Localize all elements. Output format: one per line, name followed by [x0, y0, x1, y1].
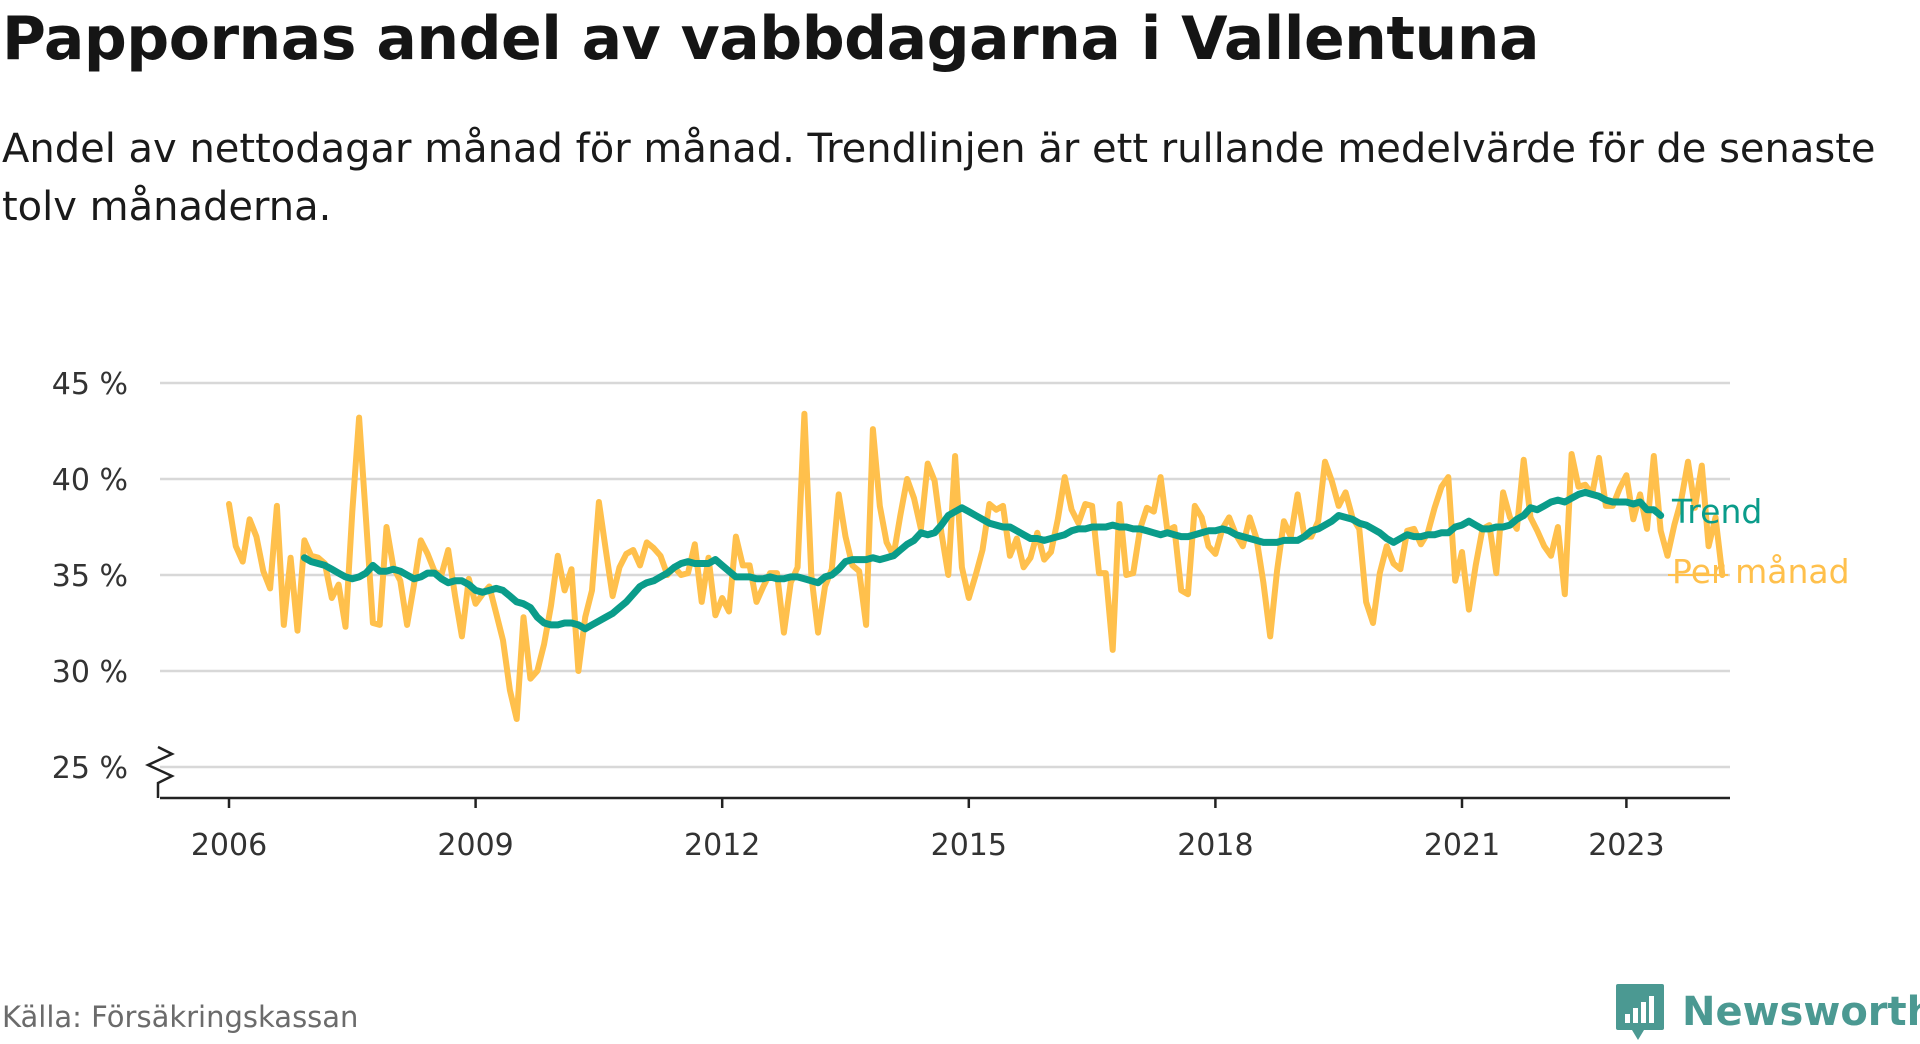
trend-series-line	[300, 488, 1665, 633]
x-tick-label-2006: 2006	[191, 828, 267, 863]
x-tick-label-2012: 2012	[684, 828, 760, 863]
x-tick-label-2021: 2021	[1424, 828, 1500, 863]
series-lines	[226, 410, 1726, 722]
y-tick-label-30: 30 %	[52, 655, 128, 690]
y-tick-label-25: 25 %	[52, 751, 128, 786]
x-tick-label-2015: 2015	[931, 828, 1007, 863]
brand-logo[interactable]: Newsworthy	[1614, 980, 1920, 1044]
label-per-manad: Per månad	[1672, 552, 1850, 591]
x-tick-label-2018: 2018	[1177, 828, 1253, 863]
series-labels: Trend Per månad	[1668, 492, 1850, 591]
y-tick-label-35: 35 %	[52, 559, 128, 594]
axes: 25 % 30 % 35 % 40 % 45 % 2006 2009 2012 2015 2018…	[52, 367, 1730, 863]
newsworthy-logo-icon	[1616, 984, 1664, 1040]
y-tick-label-40: 40 %	[52, 463, 128, 498]
y-axis-break-icon	[144, 745, 175, 798]
label-trend: Trend	[1671, 492, 1762, 531]
chart-title: Pappornas andel av vabbdagarna i Vallent…	[2, 4, 1539, 74]
x-tick-label-2009: 2009	[437, 828, 513, 863]
brand-name: Newsworthy	[1682, 989, 1920, 1035]
monthly-series-line	[226, 410, 1726, 722]
source-note: Källa: Försäkringskassan	[2, 1000, 359, 1034]
y-tick-label-45: 45 %	[52, 367, 128, 402]
chart-subtitle: Andel av nettodagar månad för månad. Tre…	[2, 126, 1876, 230]
x-tick-label-2023: 2023	[1588, 828, 1664, 863]
